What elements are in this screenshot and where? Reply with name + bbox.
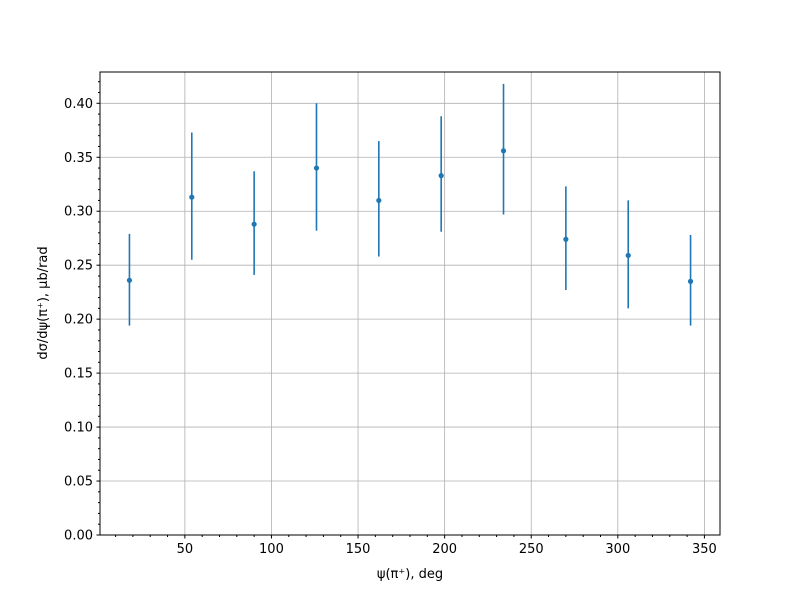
x-tick-label: 350 [692, 542, 717, 557]
y-tick-label: 0.15 [64, 367, 93, 382]
x-tick-label: 200 [432, 542, 457, 557]
data-point [563, 236, 569, 242]
y-tick-label: 0.25 [64, 259, 93, 274]
x-axis-label: ψ(π⁺), deg [377, 567, 443, 582]
x-tick-label: 150 [346, 542, 371, 557]
data-point [313, 165, 320, 171]
x-tick-label: 100 [259, 542, 284, 557]
y-axis-label: dσ/dψ(π⁺), μb/rad [36, 246, 51, 359]
data-point [625, 252, 631, 259]
data-point [376, 197, 382, 204]
grid [100, 72, 720, 536]
data-point [126, 277, 133, 283]
data-point [189, 194, 195, 200]
ticks: 50 100 150 200 250 300 350 0.00 0.05 0.10 0.15 0.20… [64, 81, 717, 557]
y-tick-label: 0.30 [64, 205, 93, 220]
y-tick-label: 0.35 [64, 151, 93, 166]
y-tick-label: 0.00 [64, 529, 93, 544]
data-point [687, 278, 694, 284]
data-series [126, 83, 694, 326]
x-tick-label: 50 [177, 542, 194, 557]
data-point [438, 173, 444, 179]
x-tick-label: 250 [519, 542, 544, 557]
data-point [251, 221, 257, 227]
y-tick-label: 0.20 [64, 313, 93, 328]
y-tick-label: 0.10 [64, 421, 93, 436]
x-tick-label: 300 [605, 542, 630, 557]
y-tick-label: 0.40 [64, 97, 93, 112]
y-tick-label: 0.05 [64, 475, 93, 490]
axes-frame [99, 71, 721, 536]
data-point [500, 148, 507, 154]
